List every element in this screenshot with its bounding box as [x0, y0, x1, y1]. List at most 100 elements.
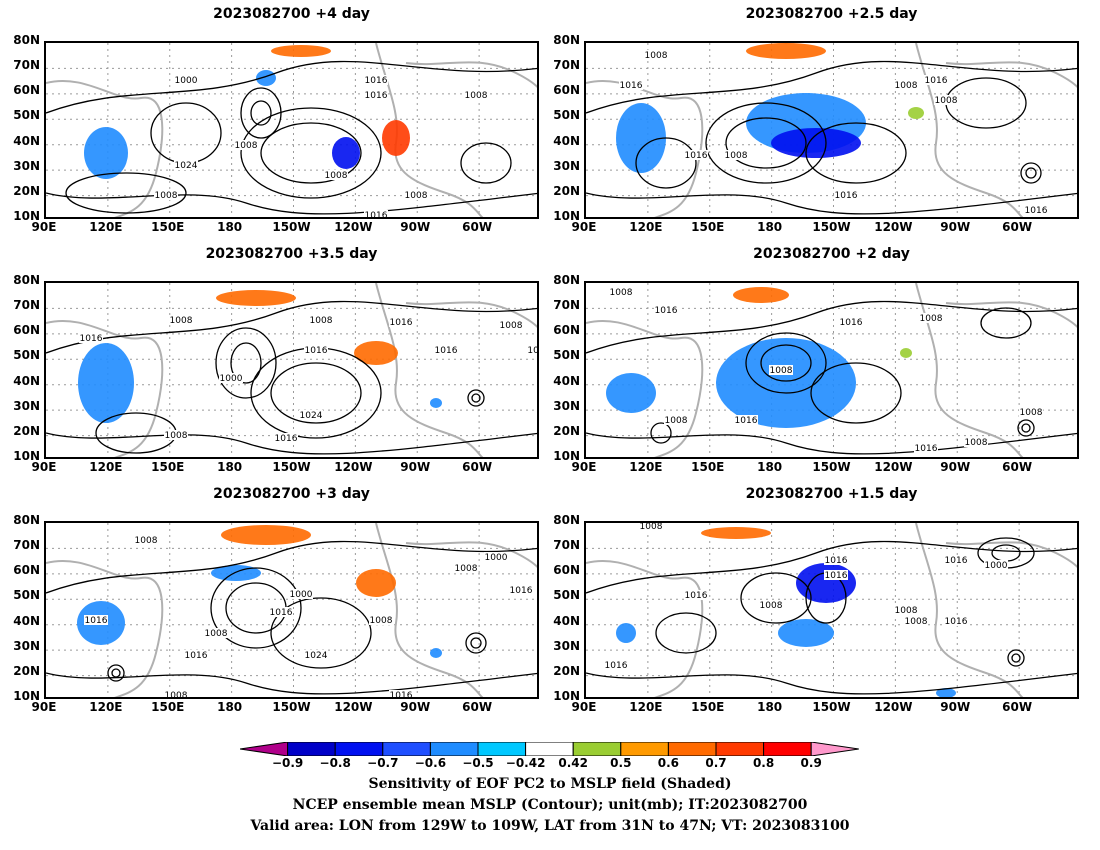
- lon-tick-label: 90W: [400, 460, 431, 474]
- colorbar-swatch: [572, 741, 622, 757]
- lon-tick-label: 180: [757, 460, 783, 474]
- sensitivity-shading: [936, 688, 956, 697]
- lat-tick-label: 10N: [13, 209, 40, 223]
- colorbar-swatch: [382, 741, 431, 757]
- mslp-contour: [635, 137, 697, 189]
- coastline: [915, 523, 1024, 697]
- lat-tick-label: 40N: [13, 613, 40, 628]
- sensitivity-shading: [430, 398, 442, 408]
- coastline: [945, 61, 1077, 89]
- lon-tick-label: 120E: [89, 700, 123, 714]
- mslp-contour: [745, 332, 827, 394]
- lon-tick-label: 90E: [31, 460, 57, 474]
- coastline: [375, 283, 484, 457]
- lon-tick-label: 60W: [1002, 220, 1033, 234]
- sensitivity-shading: [430, 648, 442, 658]
- colorbar-tick-label: −0.8: [319, 756, 351, 770]
- contour-label: 1016: [365, 211, 388, 219]
- coastline: [915, 43, 1024, 217]
- lon-tick-label: 150E: [691, 700, 725, 714]
- lon-tick-label: 90E: [571, 220, 597, 234]
- sensitivity-shading: [616, 623, 636, 643]
- contour-label: 1008: [965, 438, 988, 448]
- colorbar-swatch: [525, 741, 574, 757]
- mslp-contour: [46, 432, 537, 455]
- mslp-contour: [1020, 162, 1042, 184]
- lon-tick-label: 90E: [31, 220, 57, 234]
- lat-tick-label: 30N: [553, 398, 580, 413]
- lat-tick-label: 70N: [553, 298, 580, 313]
- mslp-contour: [810, 362, 902, 424]
- contour-label: 1008: [935, 96, 958, 106]
- lon-tick-label: 120E: [89, 460, 123, 474]
- lat-tick-label: 20N: [13, 183, 40, 198]
- lat-tick-label: 40N: [553, 133, 580, 148]
- contour-label: 1016: [825, 556, 848, 566]
- lon-tick-label: 120E: [629, 220, 663, 234]
- sensitivity-shading: [778, 619, 834, 647]
- map-plot-area: 1008 1016 1008 1016 1008 1016 1008 1016 1016: [584, 41, 1079, 219]
- lon-tick-label: 120W: [874, 220, 913, 234]
- mslp-contour: [471, 393, 481, 403]
- contour-label: 1016: [435, 346, 458, 356]
- lon-tick-label: 150W: [812, 460, 851, 474]
- mslp-contour: [65, 172, 187, 214]
- lat-tick-label: 70N: [13, 298, 40, 313]
- sensitivity-shading: [908, 107, 924, 119]
- mslp-contour: [46, 192, 537, 215]
- mslp-contour: [260, 122, 362, 184]
- contour-label: 1016: [1025, 206, 1048, 216]
- contour-label: 1008: [165, 431, 188, 441]
- lat-tick-label: 70N: [13, 58, 40, 73]
- colorbar: [239, 741, 860, 760]
- mslp-contour: [1017, 419, 1035, 437]
- mslp-contour: [705, 102, 827, 184]
- contour-label: 1016: [605, 661, 628, 671]
- panel-title: 2023082700 +2 day: [753, 246, 910, 262]
- colorbar-tick-label: 0.8: [752, 756, 775, 770]
- lon-tick-label: 90W: [940, 460, 971, 474]
- colorbar-tick-label: −0.7: [367, 756, 399, 770]
- lat-tick-label: 10N: [13, 449, 40, 463]
- panel-title: 2023082700 +3 day: [213, 486, 370, 502]
- contour-label: 1016: [510, 586, 533, 596]
- contour-label: 1000: [220, 374, 243, 384]
- mslp-contour: [586, 192, 1077, 215]
- mslp-contour: [991, 544, 1021, 562]
- contour-label: 1016: [270, 608, 293, 618]
- mslp-contour: [1011, 653, 1021, 663]
- lat-tick-label: 70N: [553, 538, 580, 553]
- lon-tick-label: 180: [757, 700, 783, 714]
- contour-label: 1016: [85, 616, 108, 626]
- colorbar-swatches: [239, 741, 859, 757]
- mslp-contour: [650, 422, 672, 444]
- colorbar-tick-label: 0.42: [558, 756, 588, 770]
- lat-tick-label: 30N: [553, 638, 580, 653]
- contour-label: 1016: [840, 318, 863, 328]
- contour-label: 1016: [390, 691, 413, 699]
- sensitivity-shading: [356, 569, 396, 597]
- contour-label: 1008: [500, 321, 523, 331]
- lat-tick-label: 20N: [553, 183, 580, 198]
- lon-tick-label: 120W: [334, 460, 373, 474]
- map-plot-area: 1008 1016 1016 1008 1008 1016 1008 1016 1008 1008: [584, 281, 1079, 459]
- lat-tick-label: 10N: [13, 689, 40, 703]
- colorbar-swatch: [763, 741, 812, 757]
- mslp-contour: [655, 612, 717, 654]
- sensitivity-shading: [271, 45, 331, 57]
- lat-tick-label: 20N: [553, 663, 580, 678]
- contour-label: 1008: [370, 616, 393, 626]
- contour-label: 1000: [985, 561, 1008, 571]
- mslp-contour: [586, 672, 1077, 695]
- lat-tick-label: 60N: [553, 563, 580, 578]
- lon-tick-label: 180: [217, 700, 243, 714]
- panel-title: 2023082700 +1.5 day: [745, 486, 918, 502]
- colorbar-tick-label: −0.9: [271, 756, 304, 770]
- caption-line-1: Sensitivity of EOF PC2 to MSLP field (Sh…: [368, 776, 732, 792]
- sensitivity-shading: [616, 103, 666, 173]
- contour-label: 1008: [310, 316, 333, 326]
- contour-label: 1008: [665, 416, 688, 426]
- lon-tick-label: 60W: [462, 220, 493, 234]
- contour-label: 1016: [945, 556, 968, 566]
- lat-tick-label: 50N: [553, 348, 580, 363]
